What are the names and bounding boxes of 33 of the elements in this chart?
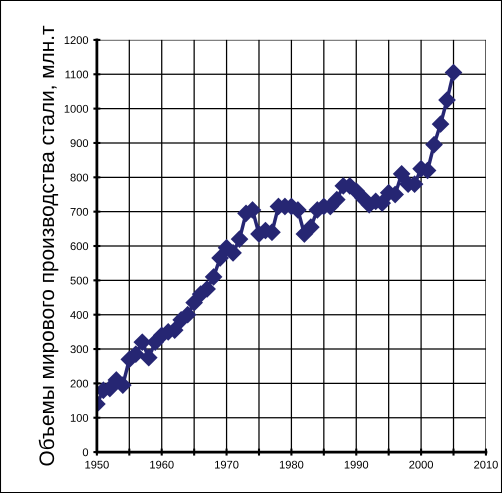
y-tick-label: 900 (70, 139, 88, 148)
x-tick-label: 2000 (409, 460, 434, 469)
point (426, 136, 443, 154)
y-tick-label: 300 (70, 345, 88, 354)
y-tick-label: 1000 (64, 104, 88, 113)
x-tick-label: 1990 (344, 460, 368, 469)
point (438, 91, 456, 109)
y-tick-label: 700 (70, 208, 88, 216)
point (212, 249, 229, 267)
point (393, 165, 410, 182)
point (205, 268, 222, 286)
y-tick-label: 100 (70, 414, 88, 422)
point (134, 334, 151, 351)
y-tick-label: 1100 (66, 70, 88, 78)
y-tick-label: 800 (70, 174, 88, 182)
y-tick-label: 0 (82, 448, 88, 456)
x-tick-label: 1960 (150, 460, 174, 469)
x-tick-label: 1970 (215, 460, 238, 469)
y-tick-label: 200 (70, 380, 88, 388)
point (328, 191, 346, 208)
x-tick-label: 1950 (85, 460, 109, 469)
point (302, 218, 320, 236)
y-tick-label: 600 (70, 242, 88, 250)
x-tick-label: 2010 (474, 460, 498, 469)
point (230, 230, 248, 248)
point (140, 349, 158, 366)
y-axis-title: Объемы мирового производства стали, млн.т (38, 26, 58, 466)
x-tick-label: 1980 (280, 460, 304, 469)
point (444, 64, 462, 82)
y-tick-label: 500 (70, 276, 88, 284)
point (432, 116, 450, 133)
y-tick-label: 1200 (64, 36, 88, 44)
y-tick-label: 400 (70, 310, 88, 319)
